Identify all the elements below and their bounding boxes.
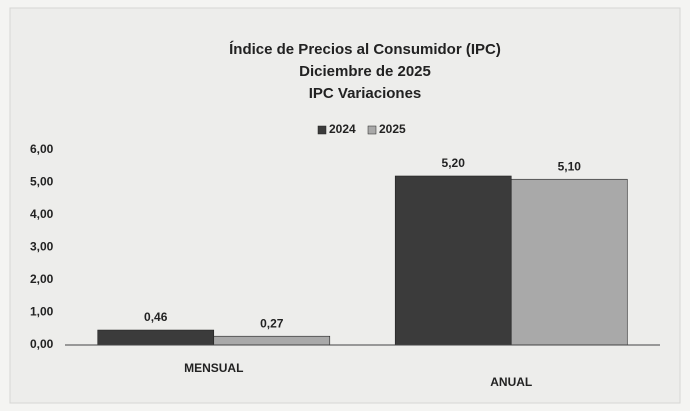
bar bbox=[394, 175, 512, 346]
bar bbox=[213, 335, 331, 346]
value-label: 0,27 bbox=[260, 316, 284, 330]
value-label: 5,20 bbox=[442, 156, 466, 170]
y-tick-label: 6,00 bbox=[30, 142, 54, 156]
legend-label: 2025 bbox=[379, 122, 406, 136]
bar bbox=[97, 329, 215, 346]
y-tick-label: 3,00 bbox=[30, 240, 54, 254]
chart-subtitle: Diciembre de 2025 bbox=[299, 63, 431, 80]
bar bbox=[510, 178, 628, 346]
chart-title: Índice de Precios al Consumidor (IPC) bbox=[229, 41, 501, 58]
value-label: 5,10 bbox=[558, 159, 582, 173]
chart-subtitle: IPC Variaciones bbox=[309, 85, 422, 102]
value-label: 0,46 bbox=[144, 310, 168, 324]
y-tick-label: 0,00 bbox=[30, 337, 54, 351]
legend-label: 2024 bbox=[329, 122, 356, 136]
x-tick-label: MENSUAL bbox=[184, 361, 243, 375]
y-tick-label: 1,00 bbox=[30, 305, 54, 319]
legend-swatch bbox=[317, 125, 327, 135]
y-tick-label: 4,00 bbox=[30, 207, 54, 221]
y-tick-label: 5,00 bbox=[30, 175, 54, 189]
y-tick-label: 2,00 bbox=[30, 272, 54, 286]
legend-swatch bbox=[367, 125, 377, 135]
x-tick-label: ANUAL bbox=[490, 375, 532, 389]
